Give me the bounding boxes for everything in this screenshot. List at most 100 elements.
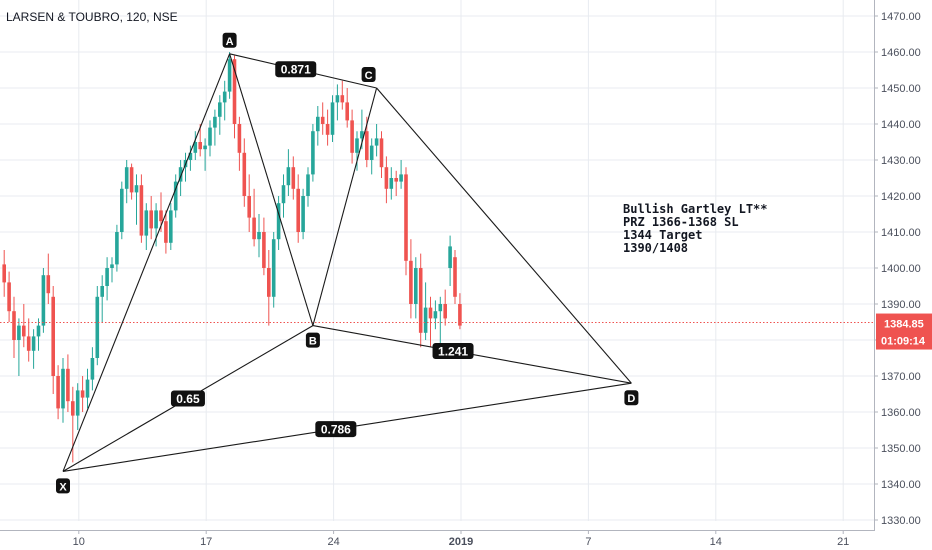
candle (311, 124, 315, 182)
annotation-line: 1344 Target (623, 228, 702, 242)
candle-body (369, 145, 374, 160)
candle (281, 174, 286, 218)
ratio-label-bg (170, 390, 205, 407)
candle-body (237, 124, 242, 153)
annotation-line: PRZ 1366-1368 SL (623, 215, 739, 229)
candle (208, 120, 212, 157)
candle-body (453, 257, 457, 297)
candle (335, 84, 340, 121)
candle-body (345, 102, 349, 121)
ratio-label-text: 0.65 (176, 392, 200, 406)
pattern-line-CD (376, 87, 632, 384)
candle-body (448, 246, 452, 268)
point-label-bg (222, 32, 237, 48)
candle-body (22, 325, 26, 337)
candle (17, 318, 21, 376)
candle (443, 289, 447, 326)
ratio-label-XB: 0.65 (170, 390, 205, 407)
candle-body (144, 210, 149, 236)
candle-body (80, 390, 85, 398)
price-tick-label: 1360.00 (881, 407, 921, 419)
time-axis-bg (0, 530, 932, 550)
candle (291, 156, 296, 200)
price-axis-bg (874, 0, 932, 550)
candle (95, 286, 100, 366)
candle-body (257, 232, 261, 240)
candle (399, 160, 403, 189)
candle (173, 174, 178, 218)
candle-body (320, 116, 325, 124)
candle (379, 131, 384, 178)
price-axis[interactable]: 1330.001340.001350.001360.001370.001380.… (874, 0, 932, 550)
price-tick-label: 1410.00 (881, 227, 921, 239)
candle-body (365, 131, 369, 160)
candle-body (242, 152, 247, 196)
candle-body (350, 120, 354, 153)
candle-body (56, 376, 60, 409)
candle (453, 250, 457, 304)
point-label-C: C (361, 67, 376, 82)
time-tick-label: 17 (200, 536, 212, 548)
candles (2, 52, 462, 463)
candle-body (404, 174, 408, 261)
candle (222, 80, 227, 121)
candle-body (178, 167, 183, 182)
candle (418, 253, 423, 348)
pattern-line-XA (62, 53, 231, 472)
point-label-bg (56, 478, 70, 494)
candle (394, 170, 398, 196)
candle (237, 116, 242, 171)
candle (12, 296, 16, 358)
point-label-bg (305, 332, 320, 348)
point-label-text: B (309, 336, 317, 348)
price-tick-label: 1460.00 (881, 47, 921, 59)
candle-body (306, 174, 310, 196)
candle (110, 257, 114, 283)
price-tick-label: 1420.00 (881, 191, 921, 203)
harmonic-pattern: 0.871 1.241 0.65 0.786 X A B C D (56, 32, 639, 494)
candle (31, 329, 36, 369)
point-label-B: B (305, 332, 320, 348)
candle-body (173, 181, 178, 211)
candle (61, 358, 65, 423)
price-tick-label: 1440.00 (881, 119, 921, 131)
candle-body (340, 95, 345, 103)
candle-body (227, 59, 232, 92)
candle-body (46, 275, 51, 294)
candle (414, 257, 418, 319)
candle-body (374, 138, 379, 146)
price-tick-label: 1330.00 (881, 515, 921, 527)
candle (267, 250, 271, 326)
time-axis[interactable]: 10 17 24 2019 7 14 21 (0, 530, 932, 550)
annotation-line: Bullish Gartley LT** (623, 202, 768, 216)
candle (129, 163, 134, 200)
candle (198, 124, 202, 157)
candle-body (316, 116, 320, 132)
candle-body (247, 196, 251, 218)
candle-body (12, 311, 16, 340)
candle (56, 365, 60, 420)
chart-title: LARSEN & TOUBRO, 120, NSE (6, 10, 178, 24)
candle (90, 347, 95, 391)
ratio-label-text: 0.871 (281, 63, 311, 77)
candle (124, 160, 129, 204)
candle-body (149, 210, 153, 229)
price-tick-label: 1370.00 (881, 371, 921, 383)
candle (458, 293, 462, 330)
price-badge-bg (876, 313, 932, 350)
point-label-bg (361, 67, 376, 82)
candle (404, 167, 408, 276)
candle (80, 376, 85, 412)
candle (100, 275, 104, 322)
time-tick-label: 10 (73, 536, 85, 548)
candle-body (428, 307, 433, 319)
candle (384, 156, 389, 204)
point-label-text: X (59, 481, 67, 493)
candle (71, 386, 75, 463)
candle-body (438, 304, 443, 312)
candle-body (213, 116, 217, 128)
